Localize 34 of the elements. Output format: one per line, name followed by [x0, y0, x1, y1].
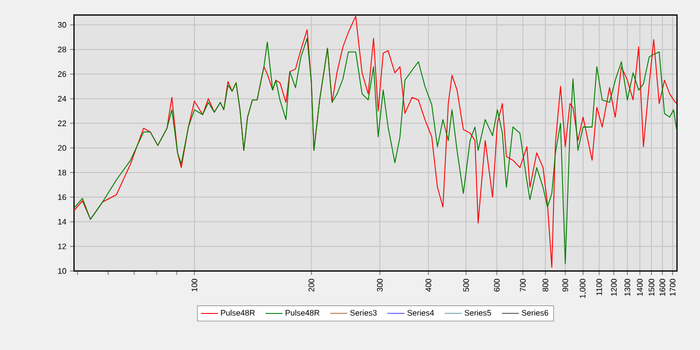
y-tick-label: 26: [58, 71, 66, 77]
y-tick-label: 18: [58, 170, 66, 176]
x-tick-label: 600: [494, 278, 500, 292]
x-tick-label: 1100: [596, 278, 602, 296]
y-tick-label: 12: [58, 244, 66, 250]
x-tick-label: 1500: [648, 278, 654, 296]
x-tick-label: 1700: [670, 278, 676, 296]
legend-label: Series4: [407, 310, 434, 316]
x-tick-label: 800: [542, 278, 548, 292]
x-tick-label: 300: [377, 278, 383, 292]
y-tick-label: 24: [58, 96, 66, 102]
x-tick-label: 1400: [637, 278, 643, 296]
y-tick-label: 14: [58, 219, 66, 225]
y-tick-label: 28: [58, 46, 66, 52]
x-tick-label: 1200: [611, 278, 617, 296]
y-tick-label: 22: [58, 120, 66, 126]
x-tick-label: 900: [562, 278, 568, 292]
legend-label: Pulse48R: [221, 310, 255, 316]
y-tick-label: 30: [58, 22, 66, 28]
y-tick-label: 16: [58, 194, 66, 200]
x-tick-label: 500: [463, 278, 469, 292]
x-tick-label: 1,000: [580, 278, 586, 298]
x-tick-label: 100: [192, 278, 198, 292]
legend-label: Pulse48R: [286, 310, 320, 316]
x-tick-label: 200: [308, 278, 314, 292]
x-tick-label: 1300: [624, 278, 630, 296]
y-tick-label: 10: [58, 268, 66, 274]
y-tick-label: 20: [58, 145, 66, 151]
legend-label: Series3: [350, 310, 377, 316]
legend-label: Series6: [522, 310, 548, 316]
x-tick-label: 700: [520, 278, 526, 292]
legend-label: Series5: [464, 310, 492, 316]
x-tick-label: 400: [426, 278, 432, 292]
x-tick-label: 1600: [660, 278, 666, 296]
